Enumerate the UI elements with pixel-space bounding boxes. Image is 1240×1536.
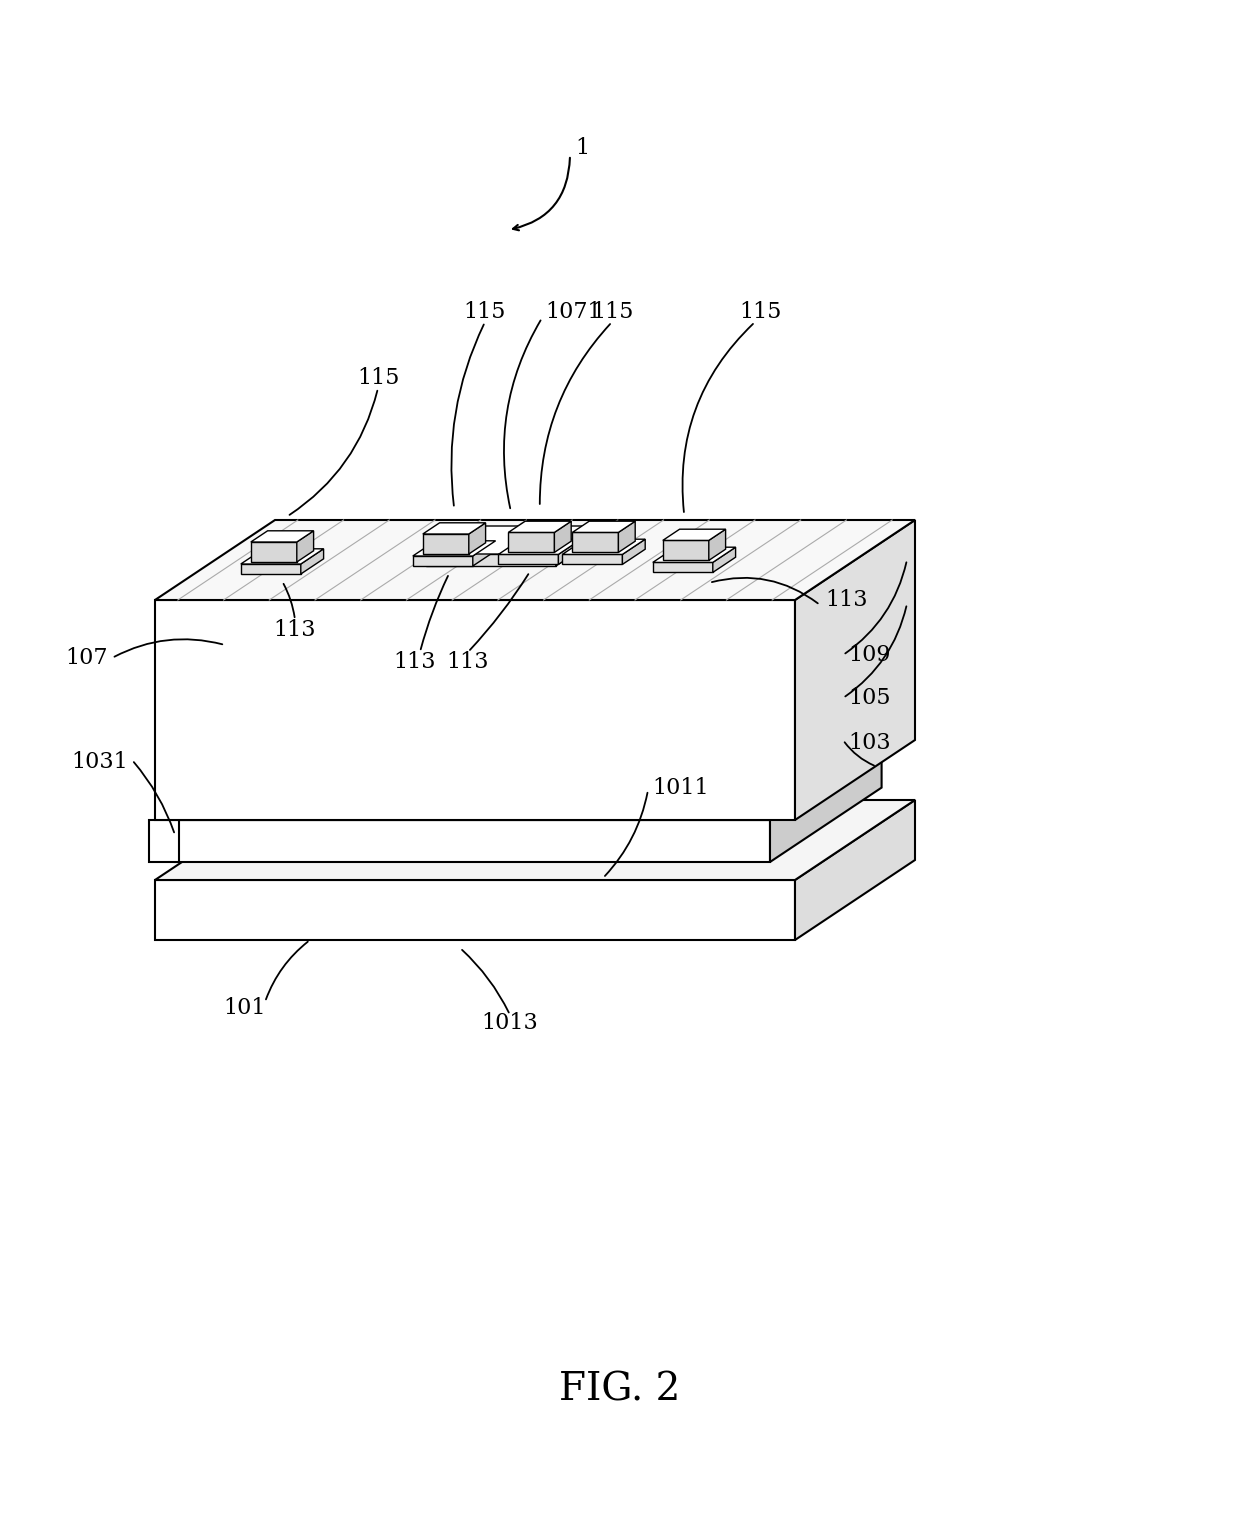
- Polygon shape: [296, 531, 314, 562]
- Polygon shape: [423, 535, 469, 554]
- Polygon shape: [508, 521, 572, 533]
- Polygon shape: [425, 525, 598, 554]
- Polygon shape: [241, 548, 324, 564]
- Text: 113: 113: [274, 619, 316, 641]
- Text: 107: 107: [66, 647, 108, 670]
- Text: 101: 101: [223, 997, 267, 1018]
- Polygon shape: [573, 521, 635, 533]
- Polygon shape: [149, 820, 179, 862]
- Text: 103: 103: [848, 733, 890, 754]
- Polygon shape: [795, 800, 915, 940]
- Polygon shape: [709, 530, 725, 561]
- Polygon shape: [713, 547, 735, 573]
- Polygon shape: [770, 745, 882, 862]
- Polygon shape: [563, 539, 645, 554]
- Text: 115: 115: [590, 301, 634, 323]
- Text: 1013: 1013: [481, 1012, 538, 1034]
- Polygon shape: [563, 554, 622, 564]
- Polygon shape: [175, 745, 882, 820]
- Polygon shape: [413, 541, 496, 556]
- Polygon shape: [556, 525, 598, 565]
- Polygon shape: [301, 548, 324, 574]
- Text: 109: 109: [848, 644, 890, 667]
- Polygon shape: [652, 562, 713, 573]
- Text: 113: 113: [394, 651, 436, 673]
- Polygon shape: [250, 542, 296, 562]
- Polygon shape: [241, 564, 301, 574]
- Polygon shape: [508, 533, 554, 553]
- Polygon shape: [558, 539, 582, 564]
- Polygon shape: [155, 800, 915, 880]
- Polygon shape: [573, 533, 619, 553]
- Polygon shape: [652, 547, 735, 562]
- Text: 1031: 1031: [71, 751, 128, 773]
- Polygon shape: [155, 880, 795, 940]
- Polygon shape: [622, 539, 645, 564]
- Text: 105: 105: [848, 687, 890, 710]
- Polygon shape: [663, 530, 725, 541]
- Polygon shape: [498, 539, 582, 554]
- Polygon shape: [619, 521, 635, 553]
- Polygon shape: [155, 601, 795, 820]
- Polygon shape: [423, 522, 486, 535]
- Polygon shape: [413, 556, 472, 565]
- Text: 115: 115: [739, 301, 781, 323]
- Text: 113: 113: [446, 651, 490, 673]
- Polygon shape: [425, 554, 556, 565]
- Polygon shape: [554, 521, 572, 553]
- Polygon shape: [175, 820, 770, 862]
- Text: 1071: 1071: [546, 301, 601, 323]
- Polygon shape: [498, 554, 558, 564]
- Polygon shape: [472, 541, 496, 565]
- Polygon shape: [663, 541, 709, 561]
- Text: 113: 113: [825, 588, 868, 611]
- Polygon shape: [250, 531, 314, 542]
- Text: FIG. 2: FIG. 2: [559, 1372, 681, 1409]
- Text: 115: 115: [357, 367, 399, 389]
- Text: 1: 1: [575, 137, 589, 160]
- Polygon shape: [469, 522, 486, 554]
- Text: 1011: 1011: [652, 777, 708, 799]
- Text: 115: 115: [464, 301, 506, 323]
- Polygon shape: [155, 521, 915, 601]
- Polygon shape: [795, 521, 915, 820]
